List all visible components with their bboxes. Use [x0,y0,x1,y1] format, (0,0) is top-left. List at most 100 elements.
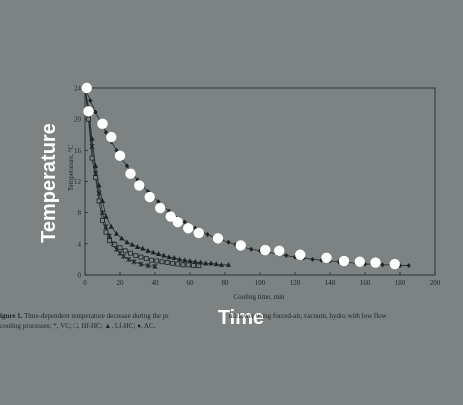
overlay-point [321,252,332,264]
triangle-point [192,258,198,264]
overlay-point [183,223,194,234]
overlay-point [165,211,176,222]
overlay-point [97,118,108,130]
square-point [128,250,133,256]
triangle-point [113,230,120,236]
caption-text-start: Time-dependent temperature decrease duri… [24,312,169,320]
overlay-point [295,249,306,260]
diamond-point [380,262,385,268]
overlay-point [114,150,126,161]
y-tick-label: 16 [74,147,82,155]
square-point [138,254,144,260]
triangle-point [140,245,146,251]
square-point [103,229,109,235]
chart-axes: 0 20 40 60 80 100 120 140 160 180 200 0 4 8 12 16 20 24 [74,85,441,288]
star-point [117,250,123,256]
overlay-point [144,191,155,203]
overlay-point [370,257,381,268]
overlay-y-label: Temperature [38,123,60,243]
square-point [100,218,105,223]
series-line [84,87,229,266]
y-tick-label: 20 [74,116,82,124]
star-point [99,210,106,216]
overlay-point [172,216,183,228]
diamond-point [406,263,411,269]
diamond-point [310,256,315,262]
x-tick-label: 100 [255,279,266,287]
diamond-point [249,246,254,252]
overlay-point [125,168,136,179]
triangle-point [187,258,193,263]
star-point [103,224,109,230]
diamond-point [103,129,109,135]
x-tick-label: 180 [395,279,406,287]
y-tick-label: 24 [74,85,82,93]
star-point [106,233,113,239]
square-point [149,257,154,263]
overlay-point [260,244,271,256]
triangle-point [203,260,209,266]
star-point [145,263,151,269]
x-tick-label: 160 [360,279,371,287]
triangle-point [166,254,172,260]
triangle-point [96,182,102,188]
triangle-point [213,261,219,267]
triangle-point [155,251,162,256]
triangle-point [208,260,214,266]
square-point [175,261,181,267]
star-point [126,256,132,263]
star-point [138,261,144,267]
overlay-point [193,227,204,239]
overlay-point [235,240,246,251]
series-square [82,85,202,269]
y-tick-label: 0 [78,272,82,280]
star-point [120,253,127,259]
square-point [180,262,186,268]
overlay-point [83,106,94,117]
diamond-point [93,109,98,115]
triangle-point [161,252,167,258]
x-tick-label: 0 [83,279,87,287]
overlay-point [81,82,92,94]
diamond-point [284,253,289,259]
x-tick-label: 40 [152,279,160,287]
square-point [164,260,170,265]
caption-text-end: uliflower using forced-air, vacuum, hydr… [228,312,387,320]
overlay-point [155,202,166,214]
y-axis-title: Temperature, °C [67,145,75,192]
triangle-point [182,257,188,263]
square-point [86,116,91,122]
x-tick-label: 80 [222,279,230,287]
series-line [84,87,199,266]
star-point [131,259,137,265]
square-point [191,263,196,269]
square-point [112,242,118,248]
triangle-point [225,262,232,267]
square-point [122,248,128,254]
triangle-point [218,262,225,267]
square-point [107,238,112,244]
x-axis-title: Cooling time, min [233,293,285,301]
square-point [117,245,123,251]
caption-figure-label: igure 1. [0,312,23,320]
overlay-point [212,233,224,244]
star-point [152,263,158,270]
overlay-point [274,245,285,257]
x-tick-label: 120 [290,279,301,287]
triangle-point [134,244,141,249]
square-point [170,260,175,266]
triangle-point [92,163,99,168]
triangle-point [103,213,109,219]
star-point [96,190,102,196]
overlay-point [354,256,365,267]
caption-line-2: cooling processes; *, VC; □, Hf-HC; ▲, L… [0,322,156,330]
triangle-point [89,135,95,141]
x-tick-label: 140 [325,279,336,287]
triangle-point [150,249,156,255]
square-point [89,155,95,161]
triangle-point [171,255,177,260]
triangle-point [145,248,151,253]
triangle-point [124,239,130,245]
diamond-point [124,163,130,169]
